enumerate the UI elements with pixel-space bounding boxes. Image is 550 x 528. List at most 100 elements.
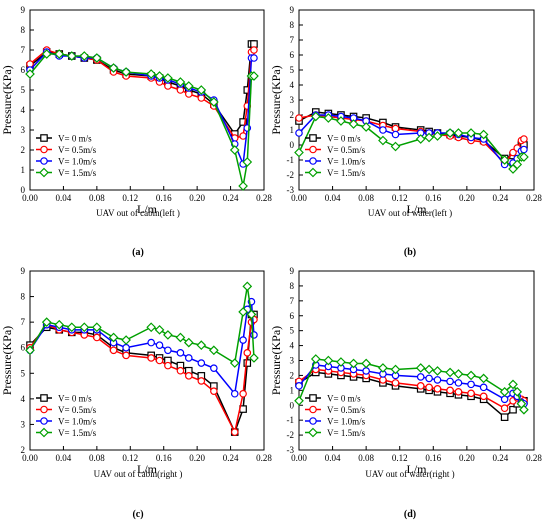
- data-point: [361, 122, 371, 132]
- y-tick-label: 2: [21, 145, 26, 155]
- data-point: [500, 395, 509, 404]
- data-point: [512, 386, 523, 397]
- data-point: [250, 46, 258, 54]
- y-tick-label: 3: [290, 95, 295, 105]
- y-tick-label: 2: [290, 370, 295, 380]
- x-tick-label: 0.24: [223, 453, 239, 463]
- legend-label: V= 1.5m/s: [327, 428, 366, 438]
- data-point: [424, 132, 434, 143]
- panel-b-subtitle: UAV out of water(left ): [368, 208, 452, 218]
- data-point: [499, 155, 510, 165]
- data-point: [183, 81, 194, 91]
- series-4: [294, 354, 529, 415]
- x-tick-label: 0.00: [22, 453, 38, 463]
- y-tick-label: 7: [21, 45, 26, 55]
- data-point: [243, 359, 252, 367]
- data-point: [508, 379, 518, 390]
- data-point: [163, 73, 173, 83]
- data-point: [378, 363, 388, 373]
- data-point: [175, 332, 186, 343]
- y-tick-label: 4: [21, 394, 26, 404]
- x-tick-label: 0.28: [256, 453, 272, 463]
- legend-label: V= 0.5m/s: [327, 145, 366, 155]
- x-tick-label: 0.04: [56, 193, 72, 203]
- data-point: [479, 392, 488, 401]
- data-point: [415, 363, 426, 373]
- data-point: [445, 367, 455, 378]
- data-point: [146, 322, 157, 333]
- x-tick-label: 0.04: [56, 453, 72, 463]
- data-point: [92, 322, 102, 333]
- data-point: [445, 128, 455, 138]
- legend: V= 0 m/sV= 0.5m/s V= 1.0m/sV= 1.5m/s: [36, 394, 97, 438]
- data-point: [122, 351, 130, 360]
- data-point: [310, 354, 321, 364]
- x-tick-label: 0.08: [89, 453, 105, 463]
- data-point: [453, 128, 464, 138]
- x-tick-label: 0.00: [291, 453, 307, 463]
- legend-marker: [309, 405, 317, 414]
- y-tick-label: 0: [290, 400, 295, 410]
- y-axis-label: Pressure(KPa): [269, 65, 283, 134]
- legend-label: V= 1.5m/s: [327, 168, 366, 178]
- data-point: [432, 366, 443, 376]
- data-point: [336, 116, 346, 126]
- panel-c: UAV out of cabin(right ) (c): [94, 469, 183, 520]
- legend-marker: [40, 134, 48, 142]
- y-tick-label: 2: [21, 445, 26, 455]
- y-tick-label: 6: [21, 343, 26, 353]
- y-tick-label: 0: [290, 140, 295, 150]
- x-tick-label: 0.04: [325, 193, 341, 203]
- data-point: [209, 345, 219, 356]
- panel-d-subtitle: UAV out of water(right ): [365, 469, 454, 479]
- legend-marker: [309, 394, 317, 402]
- y-tick-label: 4: [21, 105, 26, 115]
- y-axis-label: Pressure(KPa): [269, 326, 283, 395]
- x-tick-label: 0.08: [89, 193, 105, 203]
- data-point: [509, 405, 517, 414]
- data-point: [209, 97, 219, 107]
- series-3: [26, 297, 258, 398]
- legend-label: V= 1.0m/s: [327, 417, 366, 427]
- y-tick-label: 5: [290, 65, 295, 75]
- data-point: [25, 345, 35, 356]
- data-point: [121, 67, 131, 77]
- data-point: [239, 336, 247, 344]
- legend-label: V= 0.5m/s: [58, 145, 97, 155]
- data-point: [500, 404, 509, 413]
- data-point: [512, 159, 523, 170]
- data-point: [390, 364, 401, 375]
- panel-a-subtitle: UAV out of cabin(left ): [96, 208, 180, 218]
- y-tick-label: 9: [290, 266, 295, 276]
- y-tick-label: -1: [287, 155, 295, 165]
- data-point: [175, 77, 186, 87]
- chart-b: 0.00 0.04 0.08 0.12 0.16 0.20 0.24 0.28 -3 -2 -1 0 1…: [269, 5, 542, 216]
- y-tick-label: 8: [290, 281, 295, 291]
- panel-a: UAV out of cabin(left ) (a): [96, 208, 180, 258]
- data-point: [294, 147, 304, 158]
- y-tick-label: 5: [290, 326, 295, 336]
- data-point: [108, 63, 119, 73]
- data-point: [163, 330, 173, 340]
- data-point: [453, 369, 464, 379]
- data-point: [243, 349, 252, 357]
- x-tick-label: 0.12: [392, 193, 408, 203]
- data-point: [92, 53, 102, 63]
- data-point: [54, 49, 65, 59]
- data-point: [93, 333, 101, 342]
- y-tick-label: 7: [290, 296, 295, 306]
- data-point: [433, 376, 442, 384]
- legend-marker: [40, 417, 48, 425]
- data-point: [466, 128, 476, 138]
- data-point: [197, 377, 206, 385]
- legend-label: V= 1.5m/s: [58, 428, 97, 438]
- data-point: [41, 49, 52, 59]
- data-point: [230, 389, 239, 398]
- data-point: [147, 354, 155, 362]
- panel-d-caption: (d): [404, 509, 416, 520]
- legend-label: V= 1.0m/s: [327, 157, 366, 167]
- data-point: [164, 361, 172, 370]
- data-point: [154, 71, 165, 81]
